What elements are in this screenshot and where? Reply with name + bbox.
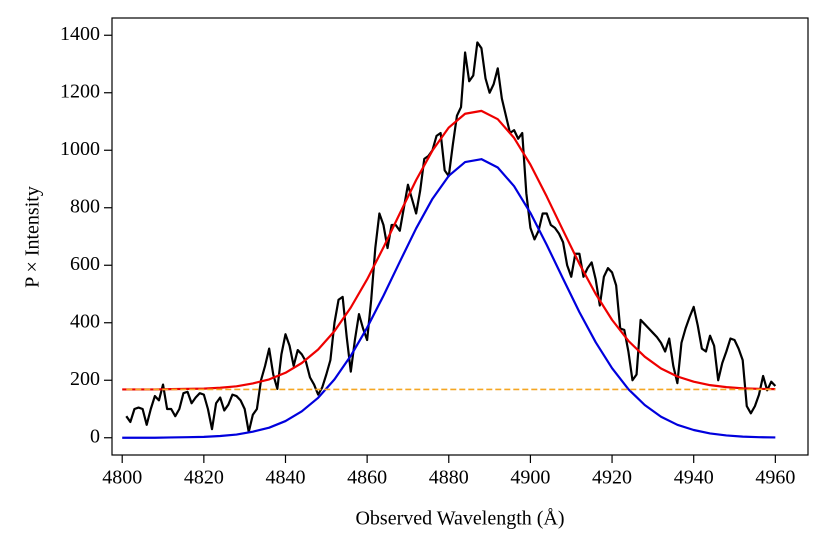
- y-tick-label: 0: [90, 425, 100, 447]
- x-tick-label: 4920: [592, 467, 632, 489]
- x-tick-label: 4800: [102, 467, 142, 489]
- x-tick-label: 4820: [184, 467, 224, 489]
- x-axis-label: Observed Wavelength (Å): [355, 508, 564, 530]
- y-axis-label: P × Intensity: [22, 186, 44, 288]
- plot-frame: [111, 17, 809, 456]
- x-tick-label: 4940: [674, 467, 714, 489]
- x-tick-label: 4860: [347, 467, 387, 489]
- x-tick-label: 4840: [265, 467, 305, 489]
- data-line: [122, 158, 776, 439]
- y-tick-label: 200: [70, 368, 100, 390]
- y-tick-label: 1400: [60, 23, 100, 45]
- x-tick-label: 4960: [755, 467, 795, 489]
- y-tick-label: 1200: [60, 80, 100, 102]
- y-tick-label: 800: [70, 195, 100, 217]
- x-tick-label: 4900: [510, 467, 550, 489]
- y-tick-label: 600: [70, 253, 100, 275]
- y-tick-label: 1000: [60, 138, 100, 160]
- y-tick-label: 400: [70, 310, 100, 332]
- data-line: [122, 109, 776, 391]
- x-tick-label: 4880: [429, 467, 469, 489]
- data-line: [125, 41, 777, 434]
